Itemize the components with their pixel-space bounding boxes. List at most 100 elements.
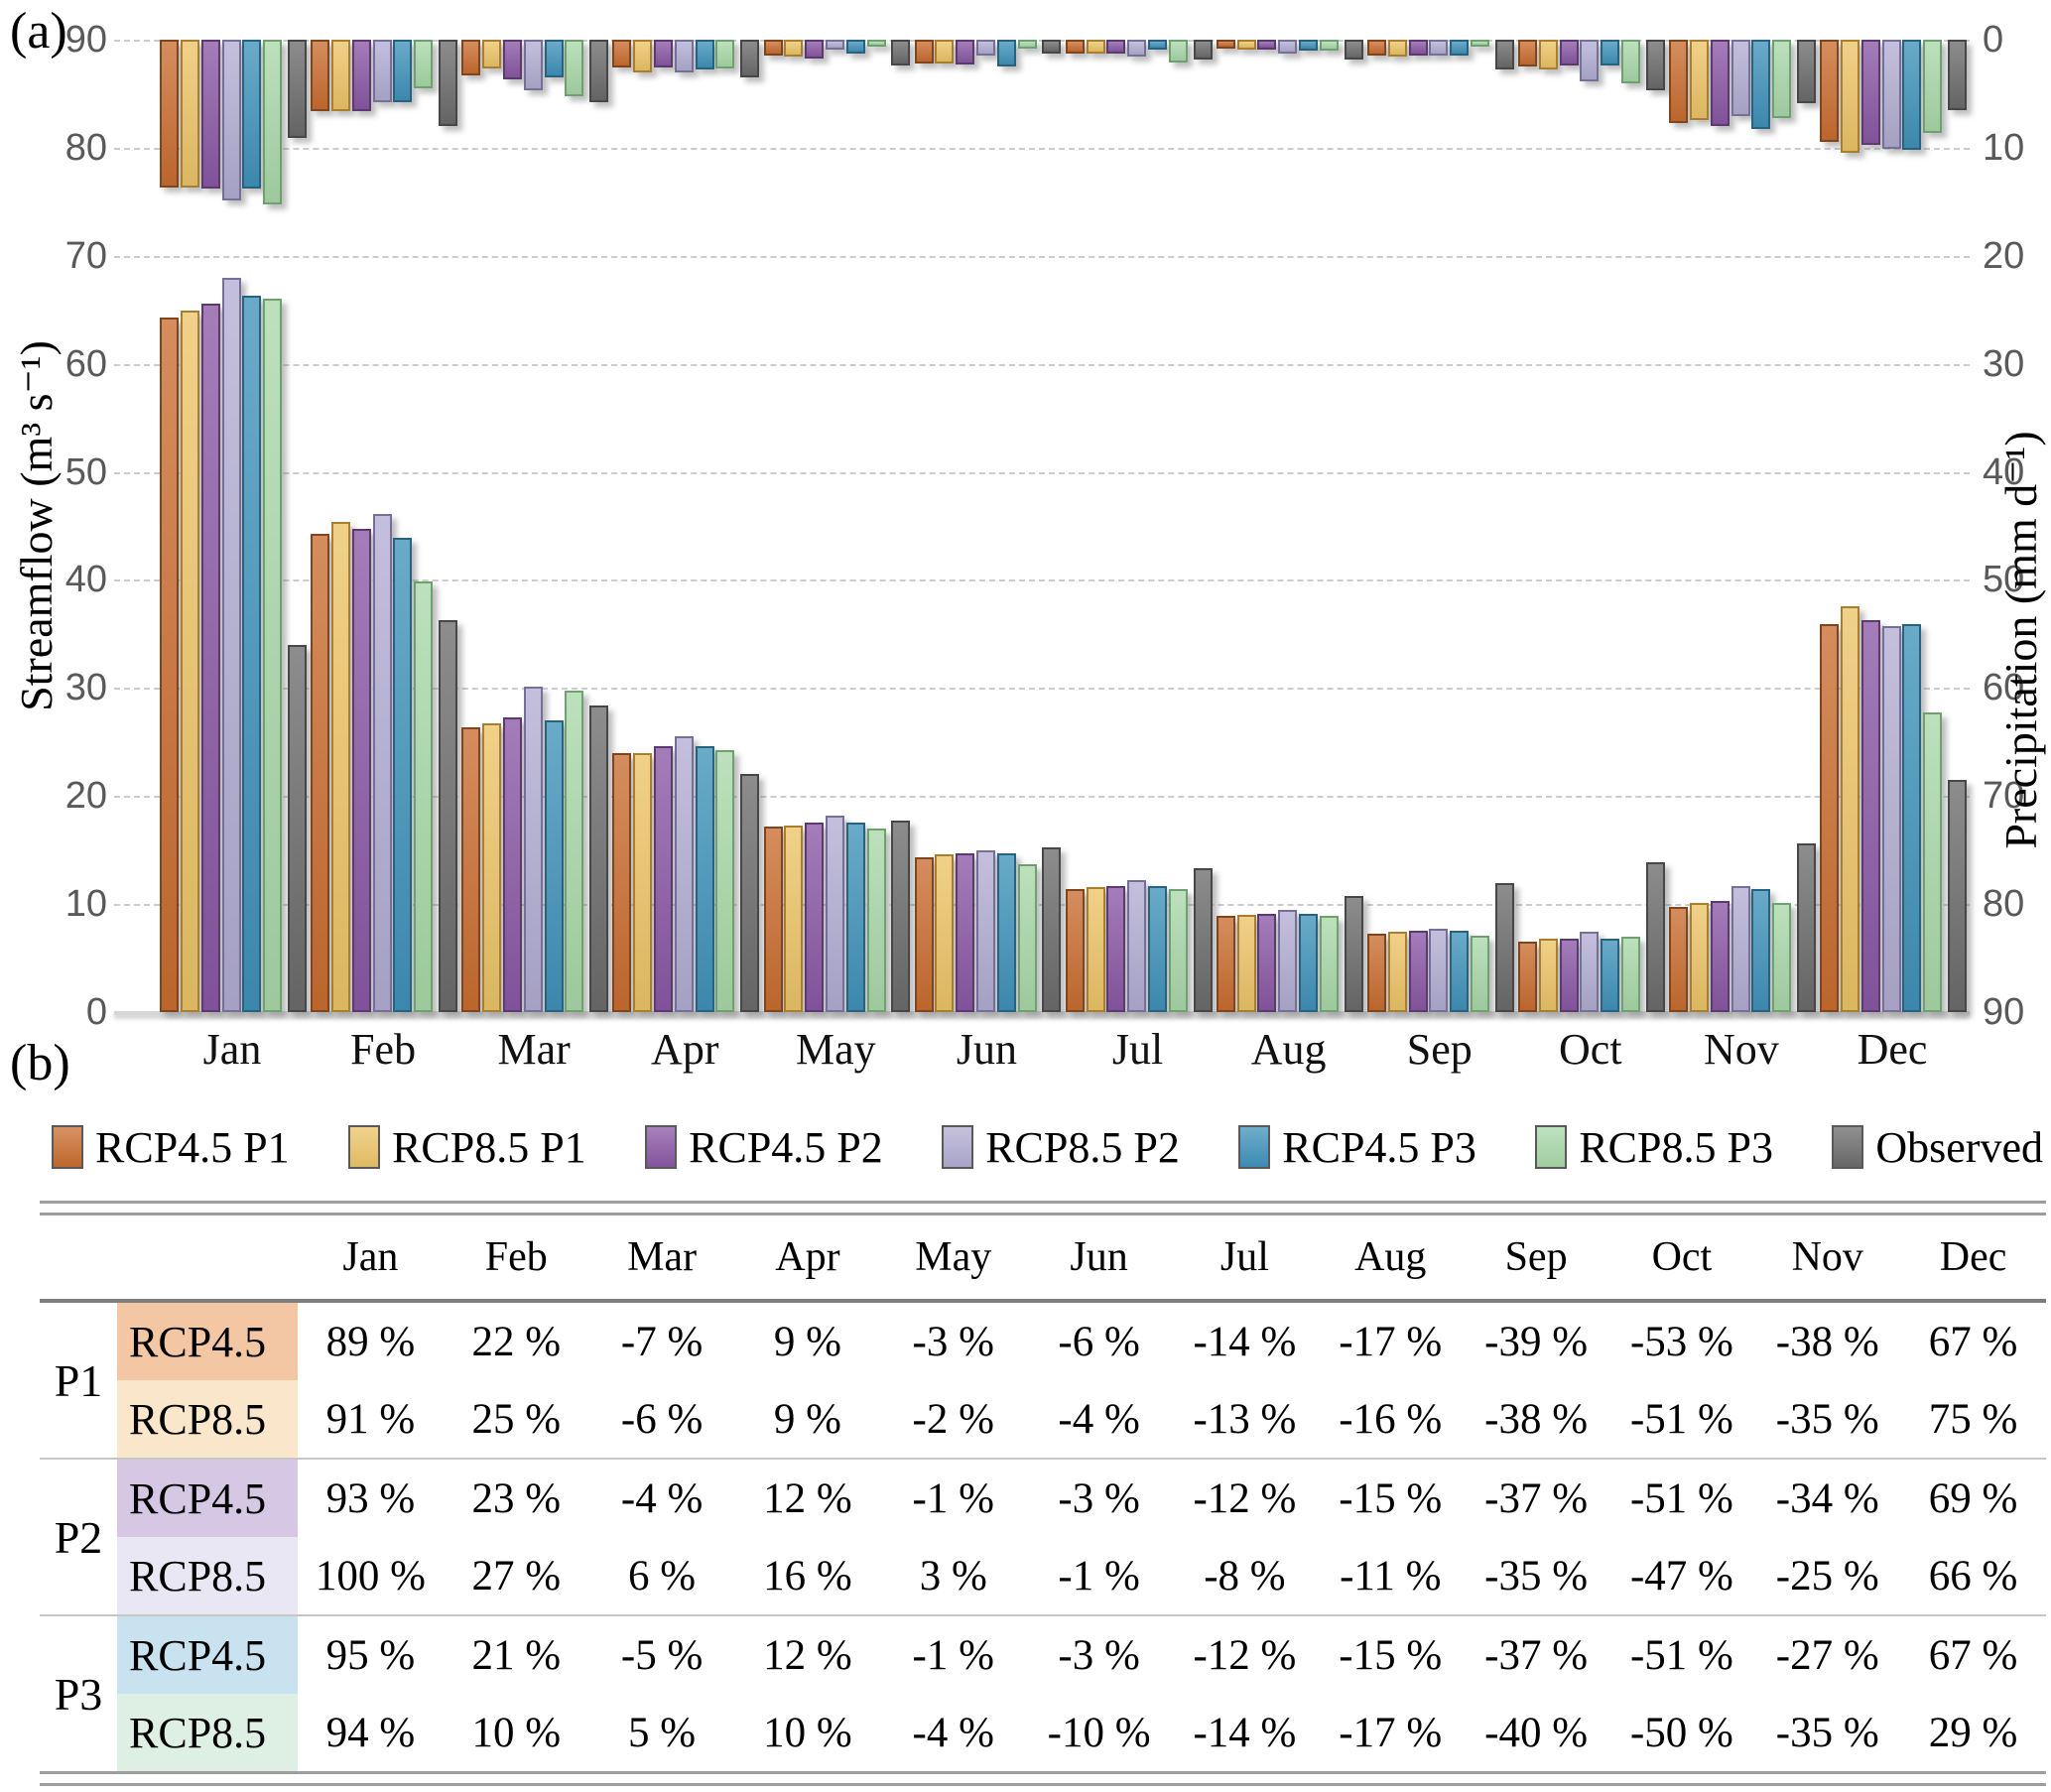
right-axis-tick-label: 80: [1983, 883, 2025, 926]
streamflow-bar: [1881, 626, 1901, 1012]
table-value-cell: -37 %: [1484, 1474, 1589, 1522]
table-value-cell: 69 %: [1928, 1474, 2018, 1522]
streamflow-bar: [1840, 605, 1859, 1012]
streamflow-bar: [914, 857, 934, 1012]
table-header-month: Feb: [484, 1234, 548, 1280]
table-value-cell: 21 %: [471, 1631, 562, 1679]
precipitation-bar: [1147, 40, 1167, 50]
table-value-cell: -14 %: [1193, 1318, 1297, 1365]
precipitation-bar: [612, 40, 632, 68]
table-period-label: P1: [54, 1354, 103, 1406]
precipitation-bar: [1344, 40, 1363, 60]
table-value-cell: 27 %: [471, 1552, 562, 1600]
precipitation-bar: [393, 40, 413, 103]
legend-item: RCP4.5 P1: [52, 1122, 290, 1173]
table-scenario-label: RCP4.5: [117, 1460, 298, 1537]
table-header-month: Dec: [1939, 1234, 2007, 1280]
table-period-group: P2 RCP4.5 93 % 23 % -4 % 12 % -1 % -3 % -12 % -15…: [40, 1458, 2046, 1614]
precipitation-bar: [181, 40, 199, 189]
legend-label: RCP8.5 P2: [985, 1122, 1180, 1172]
table-value-cell: -12 %: [1193, 1474, 1297, 1522]
table-header-month: Oct: [1651, 1234, 1713, 1280]
table-value-cell: -17 %: [1339, 1709, 1443, 1756]
streamflow-bar: [200, 303, 220, 1012]
precipitation-bar: [1645, 40, 1665, 91]
table-value-cell: -11 %: [1340, 1552, 1442, 1600]
x-tick-label: May: [796, 1025, 876, 1074]
x-tick-label: Sep: [1406, 1025, 1473, 1074]
table-value-cell: -25 %: [1775, 1552, 1879, 1600]
streamflow-bar: [1429, 929, 1449, 1012]
precipitation-bar: [1299, 40, 1319, 51]
right-axis-title: Precipitation (mm d⁻¹): [1995, 431, 2046, 849]
streamflow-bar: [1127, 880, 1147, 1012]
streamflow-bar: [372, 514, 392, 1012]
right-axis-tick-label: 70: [1983, 775, 2025, 818]
precipitation-bar: [866, 40, 886, 47]
table-value-cell: -37 %: [1484, 1631, 1589, 1679]
streamflow-bar: [1710, 900, 1730, 1012]
precipitation-bar: [1820, 40, 1840, 143]
precipitation-bar: [1450, 40, 1470, 57]
gridline: [114, 40, 1970, 42]
precipitation-bar: [589, 40, 609, 103]
table-value-cell: -35 %: [1484, 1552, 1589, 1600]
streamflow-bar: [633, 752, 653, 1012]
precipitation-bar: [633, 40, 653, 72]
x-tick-label: Mar: [497, 1025, 571, 1074]
table-header-month: Sep: [1504, 1234, 1568, 1280]
precipitation-bar: [1923, 40, 1943, 133]
streamflow-bar: [1518, 942, 1537, 1012]
streamflow-bar: [242, 296, 262, 1012]
precipitation-bar: [1065, 40, 1085, 55]
table-value-cell: -38 %: [1775, 1318, 1879, 1365]
table-scenario-label: RCP8.5: [117, 1537, 298, 1614]
table-value-cell: -8 %: [1204, 1552, 1286, 1600]
precipitation-bar: [891, 40, 911, 66]
table-value-cell: -40 %: [1484, 1709, 1589, 1756]
legend-label: RCP4.5 P3: [1282, 1122, 1476, 1172]
precipitation-bar: [1840, 40, 1859, 154]
legend-label: RCP4.5 P2: [689, 1122, 883, 1172]
table-value-cell: 10 %: [471, 1709, 562, 1756]
precipitation-bar: [200, 40, 220, 190]
right-axis-tick-label: 60: [1983, 667, 2025, 709]
precipitation-bar: [1881, 40, 1901, 149]
streamflow-bar: [1559, 938, 1579, 1012]
table-value-cell: -12 %: [1193, 1631, 1297, 1679]
gridline: [114, 579, 1970, 582]
legend-swatch-icon: [348, 1125, 381, 1169]
streamflow-bar: [351, 529, 371, 1012]
streamflow-bar: [544, 720, 564, 1012]
streamflow-bar: [1017, 863, 1037, 1012]
precipitation-bar: [935, 40, 955, 64]
table-value-cell: -1 %: [1058, 1552, 1140, 1600]
table-value-cell: 94 %: [325, 1709, 416, 1756]
streamflow-change-table: Jan Feb Mar Apr May Jun Jul Aug Sep Oct Nov Dec P1 RC…: [40, 1201, 2046, 1786]
precipitation-bar: [740, 40, 760, 78]
right-axis-tick-label: 90: [1983, 991, 2025, 1033]
table-value-cell: -15 %: [1339, 1474, 1443, 1522]
table-header-month: Aug: [1354, 1234, 1427, 1280]
precipitation-bar: [1366, 40, 1386, 57]
streamflow-bar: [1902, 624, 1922, 1012]
precipitation-bar: [1042, 40, 1062, 55]
streamflow-bar: [1387, 932, 1407, 1012]
chart-legend: RCP4.5 P1 RCP8.5 P1 RCP4.5 P2 RCP8.5 P2 RCP4…: [52, 1117, 2043, 1177]
table-value-cell: 100 %: [315, 1552, 426, 1600]
panel-b-label: (b): [10, 1035, 70, 1091]
precipitation-bar: [331, 40, 351, 111]
legend-label: RCP8.5 P1: [392, 1122, 586, 1172]
table-scenario-label: RCP8.5: [117, 1380, 298, 1458]
streamflow-bar: [565, 690, 584, 1012]
table-header-month: Jun: [1070, 1234, 1128, 1280]
precipitation-bar: [805, 40, 825, 59]
right-axis-tick-label: 40: [1983, 450, 2025, 493]
table-scenario-label: RCP4.5: [117, 1303, 298, 1380]
table-value-cell: 25 %: [471, 1395, 562, 1443]
table-value-cell: -53 %: [1629, 1318, 1733, 1365]
table-value-cell: 67 %: [1928, 1631, 2018, 1679]
streamflow-bar: [784, 825, 804, 1012]
x-axis-line: [114, 1011, 1970, 1015]
table-value-cell: -15 %: [1339, 1631, 1443, 1679]
